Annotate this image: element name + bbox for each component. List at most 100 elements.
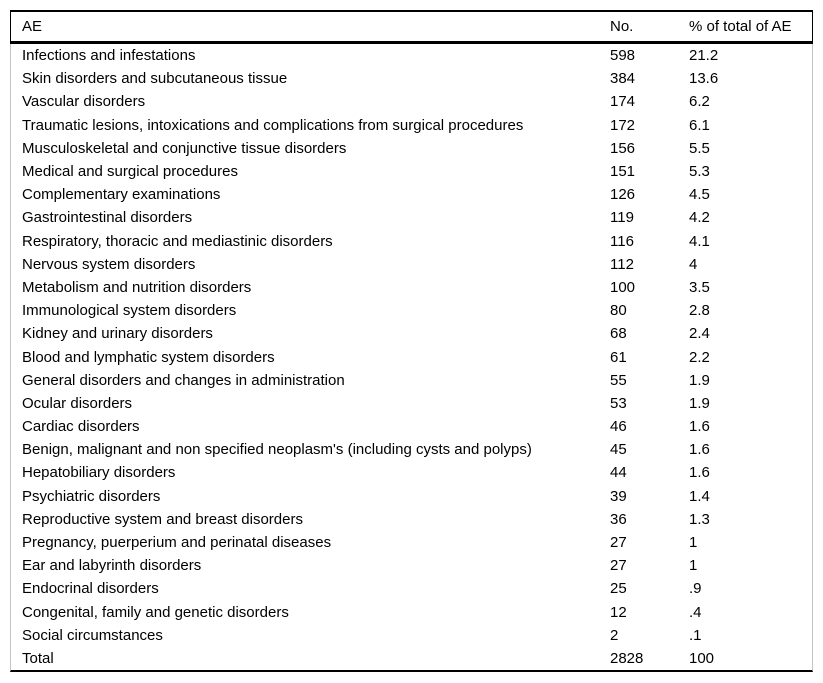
- ae-cell: Skin disorders and subcutaneous tissue: [22, 70, 288, 88]
- pct-cell: 4: [689, 255, 698, 273]
- no-cell: 100: [610, 278, 636, 296]
- ae-cell: General disorders and changes in adminis…: [22, 371, 345, 389]
- pct-cell: 1.4: [689, 487, 710, 505]
- no-cell: 112: [610, 255, 634, 273]
- ae-cell: Blood and lymphatic system disorders: [22, 348, 275, 366]
- no-cell: 45: [610, 441, 627, 459]
- ae-cell: Hepatobiliary disorders: [22, 464, 176, 482]
- table-row: Kidney and urinary disorders 68 2.4: [11, 322, 812, 345]
- table-row: Infections and infestations 598 21.2: [11, 44, 812, 67]
- pct-cell: 100: [689, 649, 715, 667]
- header-no: No.: [610, 18, 634, 35]
- pct-cell: 1.9: [689, 371, 710, 389]
- pct-cell: 6.1: [689, 116, 710, 134]
- ae-cell: Metabolism and nutrition disorders: [22, 278, 252, 296]
- ae-cell: Respiratory, thoracic and mediastinic di…: [22, 232, 333, 250]
- ae-cell: Traumatic lesions, intoxications and com…: [22, 116, 524, 134]
- table-row: Vascular disorders 174 6.2: [11, 90, 812, 113]
- ae-cell: Total: [22, 649, 54, 667]
- table-row: Gastrointestinal disorders 119 4.2: [11, 206, 812, 229]
- pct-cell: 1.6: [689, 441, 710, 459]
- no-cell: 27: [610, 534, 627, 552]
- ae-cell: Nervous system disorders: [22, 255, 196, 273]
- header-pct: % of total of AE: [689, 18, 792, 35]
- ae-cell: Endocrinal disorders: [22, 580, 159, 598]
- ae-cell: Infections and infestations: [22, 47, 196, 65]
- no-cell: 61: [610, 348, 627, 366]
- no-cell: 36: [610, 510, 627, 528]
- no-cell: 44: [610, 464, 627, 482]
- ae-cell: Immunological system disorders: [22, 302, 237, 320]
- no-cell: 2: [610, 626, 619, 644]
- pct-cell: 21.2: [689, 47, 719, 65]
- no-cell: 156: [610, 139, 636, 157]
- no-cell: 116: [610, 232, 634, 250]
- table-row: Psychiatric disorders 39 1.4: [11, 485, 812, 508]
- pct-cell: 3.5: [689, 278, 710, 296]
- table-row: Medical and surgical procedures 151 5.3: [11, 160, 812, 183]
- pct-cell: 6.2: [689, 93, 710, 111]
- pct-cell: .9: [689, 580, 702, 598]
- pct-cell: 4.1: [689, 232, 710, 250]
- table-row: Respiratory, thoracic and mediastinic di…: [11, 230, 812, 253]
- no-cell: 172: [610, 116, 636, 134]
- ae-cell: Complementary examinations: [22, 186, 221, 204]
- pct-cell: 5.5: [689, 139, 710, 157]
- no-cell: 53: [610, 394, 627, 412]
- no-cell: 46: [610, 418, 627, 436]
- table-row: Immunological system disorders 80 2.8: [11, 299, 812, 322]
- ae-cell: Congenital, family and genetic disorders: [22, 603, 289, 621]
- table-row: Metabolism and nutrition disorders 100 3.5: [11, 276, 812, 299]
- ae-cell: Reproductive system and breast disorders: [22, 510, 303, 528]
- table-row: Cardiac disorders 46 1.6: [11, 415, 812, 438]
- no-cell: 598: [610, 47, 636, 65]
- pct-cell: 2.4: [689, 325, 710, 343]
- pct-cell: 1.9: [689, 394, 710, 412]
- table-row: Skin disorders and subcutaneous tissue 38…: [11, 67, 812, 90]
- ae-cell: Ocular disorders: [22, 394, 133, 412]
- no-cell: 151: [610, 163, 636, 181]
- ae-cell: Musculoskeletal and conjunctive tissue d…: [22, 139, 347, 157]
- pct-cell: 5.3: [689, 163, 710, 181]
- no-cell: 25: [610, 580, 627, 598]
- ae-cell: Medical and surgical procedures: [22, 163, 238, 181]
- ae-cell: Vascular disorders: [22, 93, 146, 111]
- no-cell: 68: [610, 325, 627, 343]
- no-cell: 126: [610, 186, 636, 204]
- pct-cell: 2.8: [689, 302, 710, 320]
- no-cell: 384: [610, 70, 636, 88]
- pct-cell: 4.5: [689, 186, 710, 204]
- no-cell: 2828: [610, 649, 644, 667]
- ae-cell: Gastrointestinal disorders: [22, 209, 193, 227]
- no-cell: 174: [610, 93, 636, 111]
- pct-cell: 1.3: [689, 510, 710, 528]
- pct-cell: 1.6: [689, 464, 710, 482]
- pct-cell: 1.6: [689, 418, 710, 436]
- ae-cell: Social circumstances: [22, 626, 163, 644]
- table-row: Nervous system disorders 112 4: [11, 253, 812, 276]
- ae-cell: Benign, malignant and non specified neop…: [22, 441, 532, 459]
- table-row: Hepatobiliary disorders 44 1.6: [11, 461, 812, 484]
- table-row: Complementary examinations 126 4.5: [11, 183, 812, 206]
- pct-cell: 2.2: [689, 348, 710, 366]
- table-row: Benign, malignant and non specified neop…: [11, 438, 812, 461]
- table-row: General disorders and changes in adminis…: [11, 369, 812, 392]
- ae-cell: Ear and labyrinth disorders: [22, 557, 202, 575]
- no-cell: 119: [610, 209, 634, 227]
- table-row: Social circumstances 2 .1: [11, 624, 812, 647]
- header-ae: AE: [22, 18, 43, 35]
- table-row: Ocular disorders 53 1.9: [11, 392, 812, 415]
- no-cell: 27: [610, 557, 627, 575]
- pct-cell: 4.2: [689, 209, 710, 227]
- pct-cell: 13.6: [689, 70, 719, 88]
- pct-cell: 1: [689, 557, 698, 575]
- table-row: Musculoskeletal and conjunctive tissue d…: [11, 137, 812, 160]
- ae-cell: Cardiac disorders: [22, 418, 140, 436]
- total-row: Total 2828 100: [11, 647, 812, 670]
- table-row: Ear and labyrinth disorders 27 1: [11, 554, 812, 577]
- table-header-row: AE No. % of total of AE: [10, 10, 813, 44]
- table-row: Pregnancy, puerperium and perinatal dise…: [11, 531, 812, 554]
- ae-cell: Kidney and urinary disorders: [22, 325, 213, 343]
- no-cell: 12: [610, 603, 627, 621]
- no-cell: 55: [610, 371, 627, 389]
